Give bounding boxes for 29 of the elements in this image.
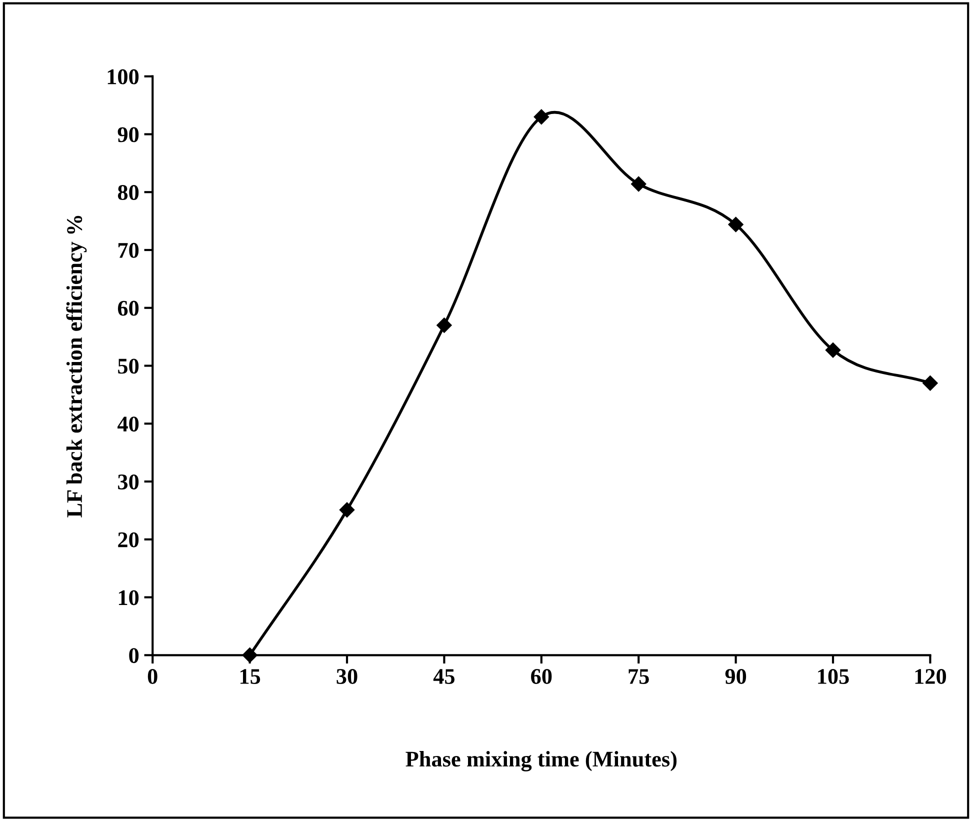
- point: [728, 216, 744, 232]
- y-tick-label: 10: [118, 590, 139, 606]
- y-tick-label: 80: [118, 185, 139, 200]
- y-tick-label: 90: [118, 127, 139, 142]
- point: [436, 318, 452, 333]
- y-tick-label: 0: [129, 648, 139, 664]
- x-tick-label: 45: [433, 669, 455, 684]
- y-tick-label: 20: [118, 532, 139, 548]
- point: [534, 109, 549, 124]
- point: [339, 502, 355, 518]
- x-tick-label: 0: [148, 668, 158, 684]
- x-tick-label: 105: [818, 668, 849, 684]
- y-tick-label: 100: [108, 69, 139, 84]
- x-tick-label: 60: [531, 668, 552, 684]
- y-tick-label: 60: [118, 300, 139, 316]
- x-tick-label: 30: [336, 668, 358, 684]
- x-tick-label: 15: [240, 669, 260, 684]
- x-tick-label: 75: [628, 669, 649, 684]
- x-tick-label: 90: [725, 668, 746, 684]
- x-tick-label: 120: [915, 668, 946, 684]
- point: [825, 342, 841, 358]
- point: [631, 176, 646, 192]
- y-tick-label: 40: [117, 416, 139, 432]
- y-axis-title: LF back extraction efficiency %: [66, 216, 87, 518]
- x-axis-title: Phase mixing time (Minutes): [406, 751, 677, 772]
- y-tick-label: 70: [118, 242, 139, 258]
- y-tick-label: 30: [118, 474, 139, 490]
- y-tick-label: 50: [118, 358, 139, 374]
- point: [922, 376, 938, 391]
